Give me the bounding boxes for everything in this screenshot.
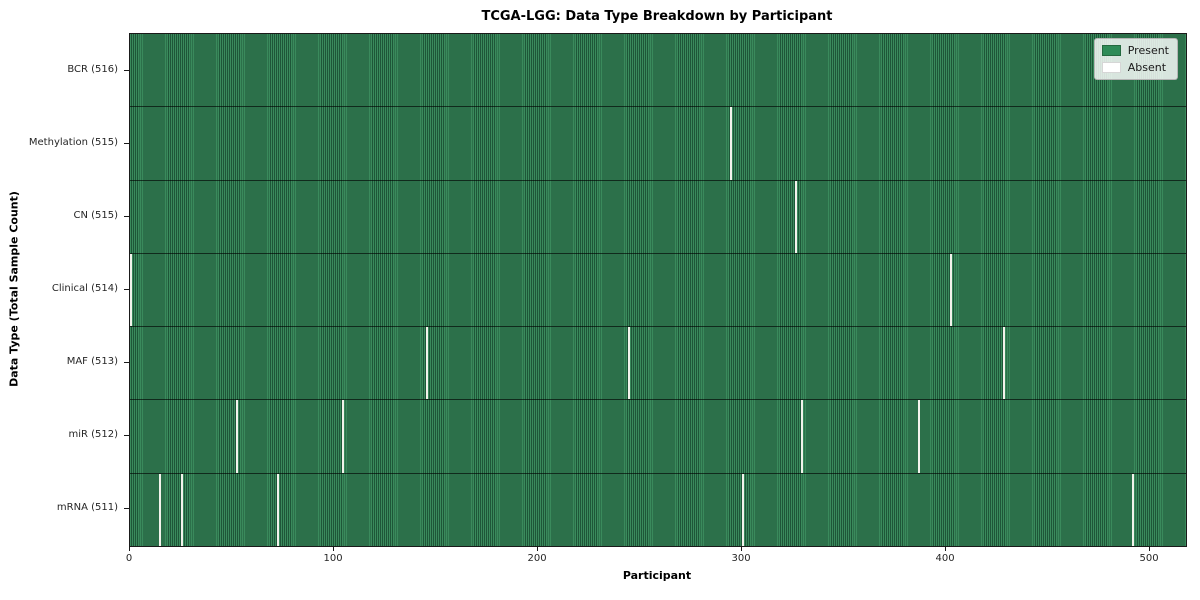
legend-label-present: Present [1127, 44, 1169, 57]
y-tick-mark [124, 69, 129, 71]
legend-swatch-present [1101, 45, 1121, 56]
absent-gap [236, 400, 239, 473]
x-tick-mark [1149, 546, 1151, 551]
row-band-Clinical [130, 252, 1186, 327]
y-tick-label-mRNA: mRNA (511) [56, 502, 118, 514]
y-tick-label-MAF: MAF (513) [66, 356, 118, 368]
x-tick-label-0: 0 [125, 553, 133, 564]
x-tick-mark [945, 546, 947, 551]
x-axis-label: Participant [622, 569, 692, 582]
x-tick-mark [741, 546, 743, 551]
row-band-miR [130, 399, 1186, 473]
y-tick-label-miR: miR (512) [68, 429, 118, 441]
absent-gap [130, 253, 133, 327]
x-tick-label-100: 100 [323, 553, 343, 564]
x-tick-mark [537, 546, 539, 551]
y-tick-mark [124, 215, 129, 217]
y-tick-mark [124, 142, 129, 144]
y-tick-mark [124, 362, 129, 364]
x-tick-mark [333, 546, 335, 551]
x-tick-label-200: 200 [527, 553, 547, 564]
y-tick-mark [124, 508, 129, 510]
y-tick-label-CN: CN (515) [73, 209, 118, 221]
y-tick-label-Clinical: Clinical (514) [51, 283, 118, 294]
x-tick-label-500: 500 [1139, 553, 1159, 564]
row-band-MAF [130, 326, 1186, 400]
absent-gap [729, 107, 732, 180]
row-band-BCR [130, 34, 1186, 107]
y-tick-mark [124, 435, 129, 437]
plot-area [129, 33, 1187, 547]
legend-entry-absent: Absent [1101, 61, 1169, 74]
x-tick-mark [129, 546, 130, 551]
absent-gap [917, 400, 920, 473]
absent-gap [342, 400, 345, 473]
absent-gap [158, 473, 161, 546]
absent-gap [950, 253, 953, 327]
row-band-CN [130, 179, 1186, 253]
absent-gap [181, 473, 184, 546]
absent-gap [276, 473, 279, 546]
y-tick-mark [124, 289, 129, 290]
legend-swatch-absent [1101, 62, 1121, 73]
absent-gap [1003, 327, 1006, 400]
absent-gap [627, 327, 630, 400]
absent-gap [801, 400, 804, 473]
row-band-mRNA [130, 472, 1186, 546]
absent-gap [742, 473, 745, 546]
legend: Present Absent [1093, 38, 1178, 80]
legend-label-absent: Absent [1127, 61, 1167, 74]
absent-gap [795, 180, 798, 253]
legend-entry-present: Present [1101, 44, 1169, 57]
absent-gap [425, 327, 428, 400]
y-tick-label-Methylation: Methylation (515) [28, 136, 118, 148]
x-tick-label-300: 300 [731, 553, 751, 564]
chart-title: TCGA-LGG: Data Type Breakdown by Partici… [481, 9, 833, 24]
x-tick-label-400: 400 [935, 553, 955, 564]
absent-gap [1131, 473, 1134, 546]
y-tick-label-BCR: BCR (516) [67, 63, 118, 75]
row-band-Methylation [130, 106, 1186, 180]
